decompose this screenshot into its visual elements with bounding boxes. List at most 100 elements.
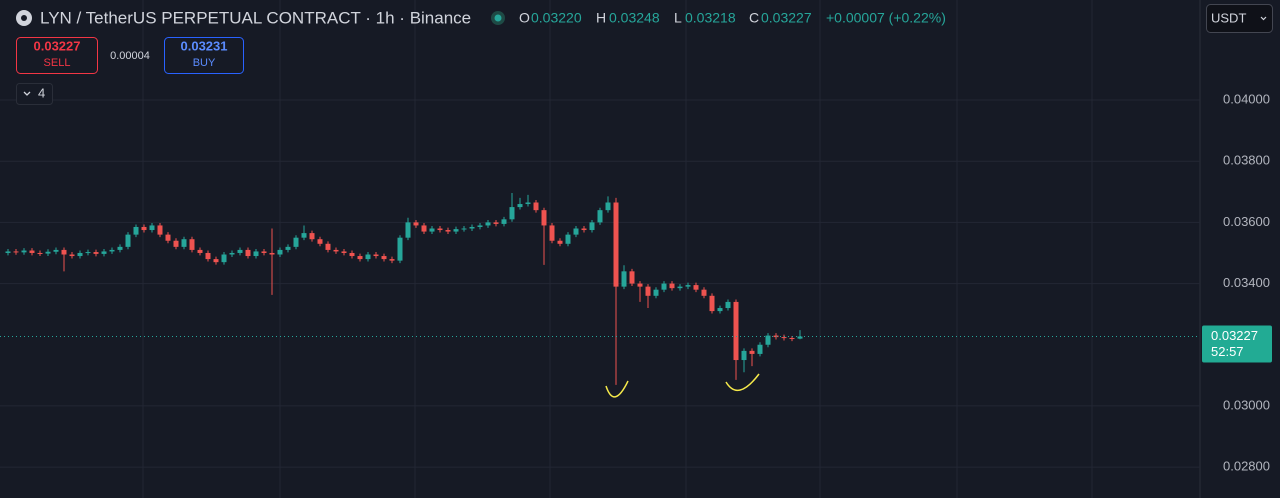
candle-body [85, 252, 91, 254]
candle-body [429, 228, 435, 232]
currency-select[interactable]: USDT [1206, 4, 1273, 33]
legend-label: O [519, 10, 530, 26]
candle-body [69, 254, 75, 257]
indicator-toggle[interactable]: 4 [16, 83, 53, 105]
candle-body [5, 251, 11, 253]
y-tick-label: 0.03000 [1223, 397, 1270, 412]
candle-body [61, 249, 67, 255]
currency[interactable]: USDT [1211, 10, 1246, 25]
legend-label: C [749, 10, 759, 26]
buy-label[interactable]: BUY [193, 57, 216, 69]
candle-body [597, 210, 603, 223]
legend-value: 0.03220 [531, 10, 582, 26]
candle-body [685, 285, 691, 287]
candle-body [221, 254, 227, 263]
buy-button[interactable]: 0.03231 BUY [164, 37, 244, 74]
y-tick-label: 0.03400 [1223, 275, 1270, 290]
candle-body [749, 350, 755, 354]
candle-body [109, 249, 115, 252]
candle-body [797, 336, 803, 339]
candle-body [373, 254, 379, 257]
candle-body [765, 335, 771, 345]
candle-body [477, 225, 483, 227]
legend-value: 0.03218 [685, 10, 736, 26]
sell-box[interactable] [16, 37, 98, 74]
status-dot-inner [494, 14, 502, 22]
candle-body [29, 250, 35, 253]
candle-body [461, 228, 467, 230]
sell-label[interactable]: SELL [44, 57, 71, 69]
candle-body [261, 251, 267, 253]
candle-body [317, 239, 323, 244]
sell-button[interactable]: 0.03227 SELL [16, 37, 98, 74]
y-tick-label: 0.02800 [1223, 459, 1270, 474]
drawn-annotation [725, 373, 760, 391]
candle-body [693, 285, 699, 290]
candle-body [501, 219, 507, 224]
y-tick-label: 0.03800 [1223, 153, 1270, 168]
candle-body [21, 250, 27, 253]
candle-body [509, 207, 515, 220]
candle-body [741, 350, 747, 361]
candle-body [381, 256, 387, 260]
candle-body [709, 295, 715, 312]
chevron[interactable] [23, 91, 31, 96]
candle-body [285, 246, 291, 250]
candle-body [517, 204, 523, 208]
candle-body [549, 225, 555, 241]
candle-body [365, 254, 371, 260]
candle-body [605, 202, 611, 211]
candle-body [157, 225, 163, 235]
candle-body [141, 226, 147, 231]
candle-body [557, 240, 563, 244]
legend-value: 0.03248 [609, 10, 660, 26]
candle-body [181, 239, 187, 247]
candle-body [309, 233, 315, 240]
candle-body [45, 251, 51, 254]
last-price-box [1202, 325, 1272, 363]
symbol-icon-inner [21, 15, 27, 21]
candle-body [269, 252, 275, 255]
candle-body [581, 228, 587, 231]
buy-box[interactable] [164, 37, 244, 74]
candle-body [173, 240, 179, 247]
candle-body [149, 225, 155, 231]
chevron[interactable] [1260, 16, 1267, 21]
candle-body [757, 344, 763, 354]
candle-body [485, 222, 491, 226]
candle-body [349, 252, 355, 257]
candle-body [661, 283, 667, 290]
candle-body [117, 246, 123, 250]
candle-body [405, 222, 411, 238]
candle-body [717, 308, 723, 312]
candle-body [637, 283, 643, 287]
last-price-label: 0.03227 [1211, 328, 1258, 343]
candle-body [293, 237, 299, 247]
candle-body [101, 251, 107, 254]
legend-label: L [674, 10, 682, 26]
legend-change: +0.00007 (+0.22%) [826, 10, 946, 26]
grid: 0.02800 0.03000 0.03400 0.03600 0.03800 0.040… [0, 91, 1270, 474]
indicator-box[interactable] [16, 83, 53, 105]
candle-body [325, 243, 331, 250]
candle-body [413, 222, 419, 226]
buy-price[interactable]: 0.03231 [181, 38, 228, 53]
candle-body [789, 338, 795, 340]
y-tick-label: 0.03600 [1223, 214, 1270, 229]
currency-box[interactable] [1206, 4, 1273, 33]
candle-body [341, 251, 347, 253]
candle-body [525, 202, 531, 205]
candle-body [389, 259, 395, 261]
candle-body [677, 286, 683, 289]
candle-body [229, 252, 235, 255]
candle-body [277, 249, 283, 255]
candle-body [493, 222, 499, 224]
sell-price[interactable]: 0.03227 [34, 38, 81, 53]
candle-body [245, 249, 251, 257]
candle-body [421, 225, 427, 232]
countdown: 52:57 [1211, 344, 1244, 359]
indicator-count[interactable]: 4 [38, 85, 45, 100]
candle-body [53, 249, 59, 252]
